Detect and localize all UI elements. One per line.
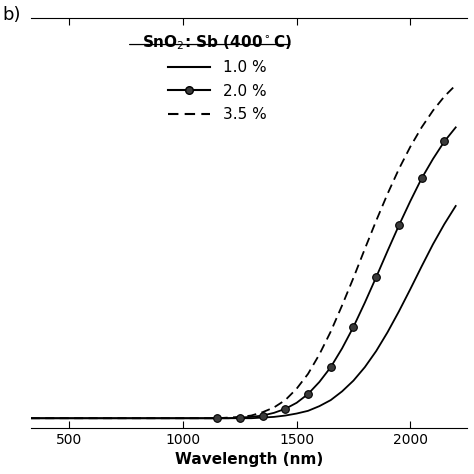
Legend: 1.0 %, 2.0 %, 3.5 %: 1.0 %, 2.0 %, 3.5 % (135, 26, 300, 130)
Text: b): b) (2, 6, 21, 24)
X-axis label: Wavelength (nm): Wavelength (nm) (175, 452, 323, 467)
